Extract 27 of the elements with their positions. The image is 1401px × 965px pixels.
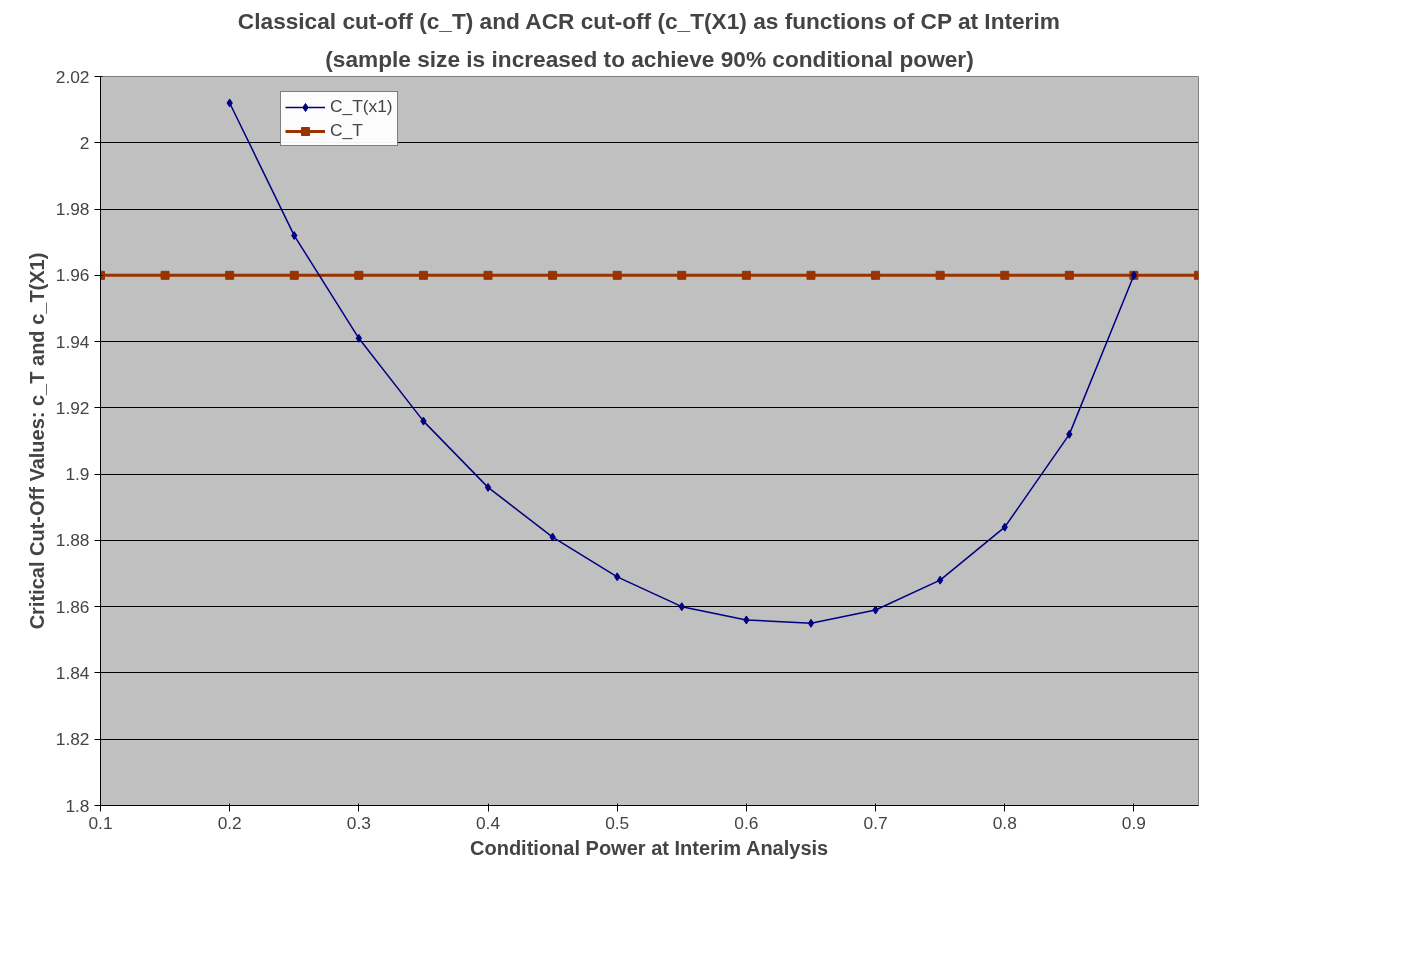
x-tick-label: 0.7	[863, 812, 888, 833]
y-tick-label: 1.94	[55, 331, 90, 352]
x-tick-label: 0.2	[217, 812, 242, 833]
y-tick-label: 1.84	[55, 662, 90, 683]
y-tick-label: 2.02	[55, 66, 90, 87]
legend-label: C_T(x1)	[330, 96, 393, 117]
x-tick-label: 0.8	[992, 812, 1017, 833]
chart-title: Classical cut-off (c_T) and ACR cut-off (c_T(X1) as functions of CP at Interim	[237, 7, 1060, 34]
x-axis-title: Conditional Power at Interim Analysis	[470, 836, 829, 859]
chart-subtitle: (sample size is increased to achieve 90% conditional power)	[325, 45, 974, 72]
x-tick-label: 0.9	[1121, 812, 1146, 833]
y-tick-label: 1.98	[55, 199, 90, 220]
x-tick-label: 0.3	[346, 812, 371, 833]
y-tick-label: 1.88	[55, 530, 90, 551]
y-tick-label: 1.9	[65, 464, 90, 485]
legend-label: C_T	[330, 120, 363, 141]
x-tick-label: 0.1	[88, 812, 113, 833]
y-tick-label: 1.8	[65, 795, 90, 816]
y-tick-label: 2	[79, 132, 90, 153]
y-tick-label: 1.82	[55, 729, 90, 750]
x-tick-label: 0.4	[475, 812, 501, 833]
y-tick-label: 1.86	[55, 596, 90, 617]
y-tick-label: 1.92	[55, 397, 90, 418]
x-tick-label: 0.6	[734, 812, 759, 833]
y-tick-label: 1.96	[55, 265, 90, 286]
x-tick-label: 0.5	[605, 812, 630, 833]
y-axis-title: Critical Cut-Off Values: c_T and c_T(X1)	[25, 252, 48, 630]
